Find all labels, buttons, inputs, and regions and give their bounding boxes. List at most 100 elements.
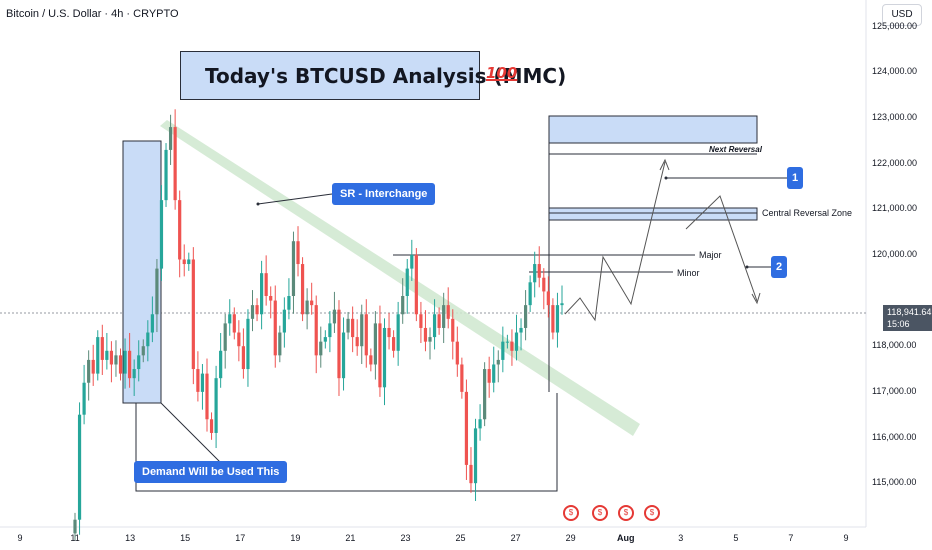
candle-up [332, 309, 337, 324]
candle-down [100, 337, 104, 360]
candle-up [319, 341, 323, 356]
candle-down [364, 314, 368, 356]
badge-1: 1 [787, 167, 803, 189]
candle-up [223, 323, 227, 351]
candle-up [533, 264, 537, 283]
next-reversal-label: Next Reversal [709, 145, 762, 154]
candle-down [419, 314, 423, 328]
candle-down [255, 305, 259, 315]
candle-up [523, 305, 528, 328]
candle-up [105, 350, 109, 360]
badge-1-dot [664, 176, 668, 180]
time-axis-label: 11 [70, 533, 80, 543]
price-axis-label: 115,000.00 [872, 477, 917, 488]
candle-down [423, 327, 428, 342]
badge-2-dot [745, 265, 749, 269]
event-flag-icon[interactable]: $ [618, 505, 634, 521]
candle-up [287, 296, 291, 310]
candle-down [537, 264, 541, 278]
candle-up [328, 323, 332, 338]
time-axis-label: 9 [17, 533, 23, 543]
candle-down [264, 273, 268, 296]
candle-up [382, 327, 387, 388]
candle-down [91, 359, 95, 374]
currency-button[interactable]: USD [882, 4, 922, 26]
price-axis-label: 124,000.00 [872, 66, 918, 77]
candle-down [437, 314, 441, 328]
sr-connector-dot [256, 202, 260, 206]
candle-down [173, 127, 177, 201]
candle-down [196, 369, 200, 392]
candle-up [373, 323, 377, 365]
candle-down [178, 200, 182, 260]
time-axis-label: 23 [400, 533, 411, 543]
candle-down [469, 464, 473, 484]
projection-path-2 [685, 195, 758, 302]
candle-up [123, 350, 127, 374]
candle-down [269, 296, 273, 301]
projection-path [564, 161, 666, 322]
candle-down [128, 350, 132, 379]
candle-up [496, 359, 500, 365]
candle-down [460, 364, 464, 392]
candle-up [164, 149, 168, 201]
candle-up [82, 382, 86, 415]
price-axis-label: 117,000.00 [872, 385, 917, 396]
candle-up [346, 318, 350, 333]
price-axis-label: 122,000.00 [872, 157, 918, 168]
candle-up [73, 519, 77, 534]
candle-down [209, 419, 214, 433]
minor-label: Minor [677, 268, 700, 278]
time-axis-label: 3 [678, 533, 684, 543]
time-axis-label: 7 [788, 533, 794, 543]
candle-down [355, 337, 359, 347]
candle-up [432, 314, 437, 338]
candle-down [273, 300, 277, 356]
candle-up [519, 327, 523, 333]
candle-down [351, 318, 355, 338]
event-flag-icon[interactable]: $ [563, 505, 579, 521]
candle-up [96, 337, 100, 374]
current-price-tag: 118,941.64 15:06 [883, 305, 932, 331]
analysis-title-box: Today's BTCUSD Analysis (MMC) [180, 51, 566, 100]
candle-down [300, 264, 305, 315]
candle-up [405, 268, 409, 296]
price-axis-label: 116,000.00 [872, 431, 917, 442]
candle-down [296, 241, 300, 265]
candle-up [168, 127, 173, 150]
projection-arrowhead-up [659, 158, 670, 171]
event-flag-icon[interactable]: $ [592, 505, 608, 521]
time-axis-label: 5 [733, 533, 739, 543]
candle-down [487, 369, 491, 383]
time-axis-label: 29 [565, 533, 576, 543]
candle-down [182, 259, 186, 265]
symbol-title: Bitcoin / U.S. Dollar · 4h · CRYPTO [6, 8, 179, 20]
candle-up [528, 282, 532, 306]
price-axis-label: 125,000.00 [872, 20, 918, 31]
candle-up [155, 268, 159, 315]
event-flag-icon[interactable]: $ [644, 505, 660, 521]
candle-down [241, 346, 246, 370]
price-axis-label: 118,000.00 [872, 340, 917, 351]
time-axis-label: 27 [510, 533, 521, 543]
current-price-value: 118,941.64 [887, 307, 932, 317]
countdown-value: 15:06 [887, 319, 910, 329]
candle-down [455, 341, 459, 365]
candle-up [114, 355, 118, 365]
candle-up [282, 309, 286, 333]
demand-connector [160, 402, 223, 465]
candle-up [483, 369, 487, 420]
candle-up [501, 341, 505, 360]
badge-2: 2 [771, 256, 787, 278]
candle-down [546, 291, 550, 306]
candle-down [378, 323, 382, 388]
candle-down [109, 350, 114, 365]
candle-up [200, 373, 205, 392]
time-axis-label: 25 [455, 533, 466, 543]
candle-down [542, 277, 546, 292]
candle-up [505, 341, 509, 343]
candle-down [205, 373, 209, 420]
candles-group [73, 109, 564, 541]
next-reversal-zone [548, 115, 758, 144]
